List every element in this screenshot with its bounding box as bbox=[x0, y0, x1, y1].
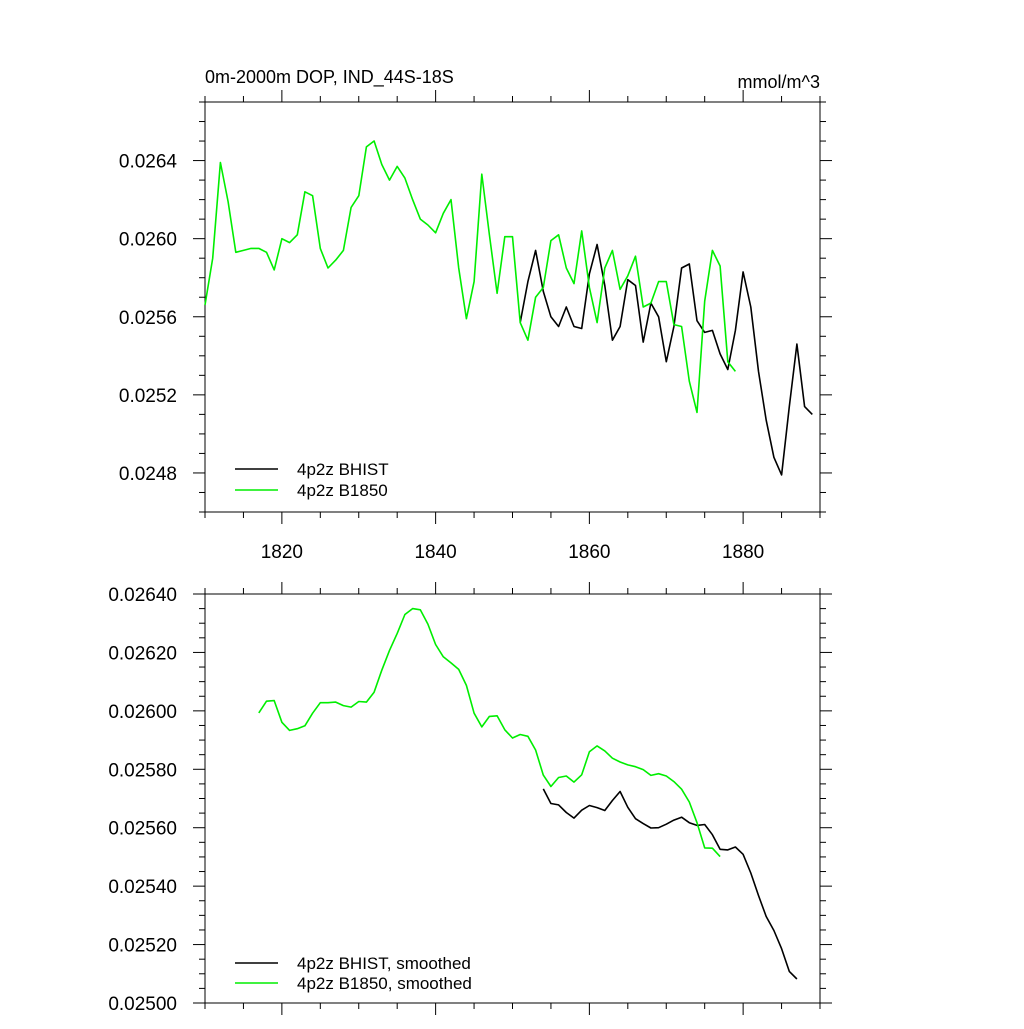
y-tick-label: 0.02560 bbox=[108, 819, 177, 840]
plot-frame bbox=[204, 101, 821, 513]
series-line-bhist bbox=[542, 788, 798, 980]
y-tick-label: 0.02640 bbox=[108, 585, 177, 606]
plot-frame bbox=[204, 593, 821, 1004]
series-line-b1850 bbox=[204, 140, 737, 414]
y-tick-label: 0.02580 bbox=[108, 760, 177, 781]
y-tick-label: 0.0248 bbox=[119, 464, 177, 485]
y-tick-label: 0.0264 bbox=[119, 152, 178, 173]
bottom-panel: 0.02500 0.02520 0.02540 0.02560 0.02580 0.026… bbox=[108, 582, 832, 1015]
y-tick-label: 0.0256 bbox=[119, 308, 177, 329]
series-line-bhist bbox=[519, 243, 813, 476]
x-tick-label: 1860 bbox=[568, 542, 610, 563]
x-tick-label: 1840 bbox=[414, 542, 456, 563]
x-tick-label: 1820 bbox=[261, 542, 303, 563]
y-tick-label: 0.02540 bbox=[108, 877, 177, 898]
legend-label-b1850: 4p2z B1850 bbox=[297, 481, 388, 500]
series-line-b1850 bbox=[258, 607, 721, 858]
y-tick-label: 0.02600 bbox=[108, 702, 177, 723]
chart-units: mmol/m^3 bbox=[738, 72, 820, 92]
y-tick-label: 0.0260 bbox=[119, 230, 177, 251]
x-tick-label: 1880 bbox=[722, 542, 764, 563]
top-panel: 1820 1840 1860 1880 0.0248 0.0252 0.0256 0.0260… bbox=[119, 67, 832, 563]
legend-label-bhist: 4p2z BHIST, smoothed bbox=[297, 954, 471, 973]
y-tick-label: 0.02620 bbox=[108, 643, 177, 664]
y-tick-label: 0.0252 bbox=[119, 386, 177, 407]
legend-label-bhist: 4p2z BHIST bbox=[297, 460, 389, 479]
y-tick-label: 0.02500 bbox=[108, 994, 177, 1015]
chart-title: 0m-2000m DOP, IND_44S-18S bbox=[205, 67, 454, 88]
legend-label-b1850: 4p2z B1850, smoothed bbox=[297, 974, 472, 993]
y-tick-label: 0.02520 bbox=[108, 936, 177, 957]
